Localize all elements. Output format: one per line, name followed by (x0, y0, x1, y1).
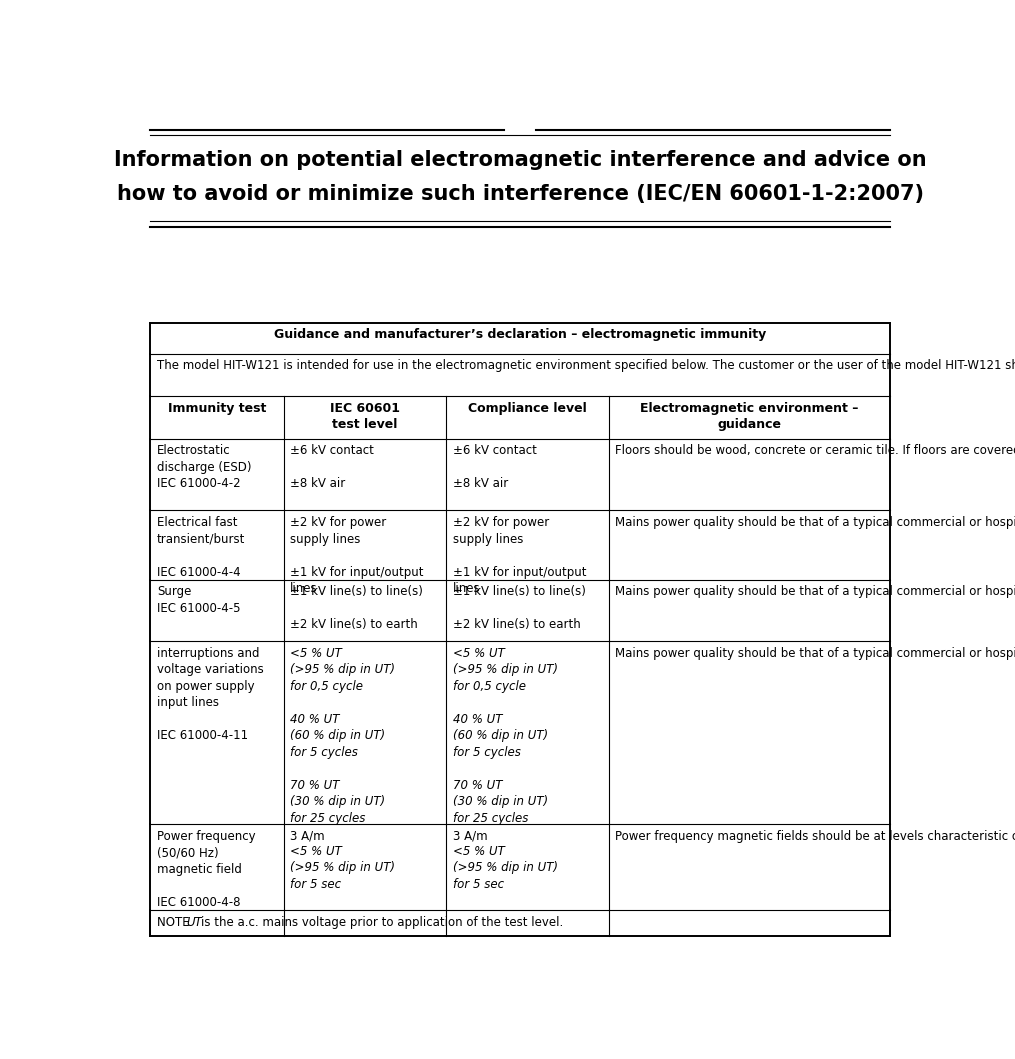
Text: Electromagnetic environment –
guidance: Electromagnetic environment – guidance (640, 401, 859, 431)
Text: <5 % UT
(>95 % dip in UT)
for 0,5 cycle

40 % UT
(60 % dip in UT)
for 5 cycles

: <5 % UT (>95 % dip in UT) for 0,5 cycle … (453, 646, 557, 891)
Text: UT: UT (187, 916, 202, 929)
Text: Power frequency
(50/60 Hz)
magnetic field

IEC 61000-4-8: Power frequency (50/60 Hz) magnetic fiel… (156, 830, 256, 909)
Text: 3 A/m: 3 A/m (290, 830, 325, 843)
Text: The model HIT-W121 is intended for use in the electromagnetic environment specif: The model HIT-W121 is intended for use i… (156, 359, 1015, 373)
Text: <5 % UT
(>95 % dip in UT)
for 0,5 cycle

40 % UT
(60 % dip in UT)
for 5 cycles

: <5 % UT (>95 % dip in UT) for 0,5 cycle … (290, 646, 395, 891)
Text: Compliance level: Compliance level (468, 401, 587, 415)
Text: Electrostatic
discharge (ESD)
IEC 61000-4-2: Electrostatic discharge (ESD) IEC 61000-… (156, 445, 252, 490)
Text: interruptions and
voltage variations
on power supply
input lines

IEC 61000-4-11: interruptions and voltage variations on … (156, 646, 264, 742)
Text: NOTE: NOTE (156, 916, 193, 929)
Text: Mains power quality should be that of a typical commercial or hospital environme: Mains power quality should be that of a … (615, 516, 1015, 530)
Text: Mains power quality should be that of a typical commercial or hospital environme: Mains power quality should be that of a … (615, 646, 1015, 660)
Text: Surge
IEC 61000-4-5: Surge IEC 61000-4-5 (156, 586, 241, 615)
Text: ±6 kV contact

±8 kV air: ±6 kV contact ±8 kV air (453, 445, 536, 490)
Text: Floors should be wood, concrete or ceramic tile. If floors are covered with synt: Floors should be wood, concrete or ceram… (615, 445, 1015, 457)
Text: Immunity test: Immunity test (167, 401, 266, 415)
Text: is the a.c. mains voltage prior to application of the test level.: is the a.c. mains voltage prior to appli… (201, 916, 563, 929)
Text: ±1 kV line(s) to line(s)

±2 kV line(s) to earth: ±1 kV line(s) to line(s) ±2 kV line(s) t… (290, 586, 422, 631)
Text: ±6 kV contact

±8 kV air: ±6 kV contact ±8 kV air (290, 445, 374, 490)
Text: Mains power quality should be that of a typical commercial or hospital environme: Mains power quality should be that of a … (615, 586, 1015, 598)
Text: how to avoid or minimize such interference (IEC/EN 60601-1-2:2007): how to avoid or minimize such interferen… (117, 184, 924, 204)
Text: Guidance and manufacturer’s declaration – electromagnetic immunity: Guidance and manufacturer’s declaration … (274, 328, 766, 341)
Text: Electrical fast
transient/burst

IEC 61000-4-4: Electrical fast transient/burst IEC 6100… (156, 516, 246, 578)
Text: Information on potential electromagnetic interference and advice on: Information on potential electromagnetic… (114, 150, 927, 170)
Text: IEC 60601
test level: IEC 60601 test level (330, 401, 400, 431)
Bar (150, 323, 890, 936)
Text: Power frequency magnetic fields should be at levels characteristic of a typical : Power frequency magnetic fields should b… (615, 830, 1015, 843)
Text: ±1 kV line(s) to line(s)

±2 kV line(s) to earth: ±1 kV line(s) to line(s) ±2 kV line(s) t… (453, 586, 586, 631)
Text: ±2 kV for power
supply lines

±1 kV for input/output
lines: ±2 kV for power supply lines ±1 kV for i… (290, 516, 423, 595)
Text: 3 A/m: 3 A/m (453, 830, 487, 843)
Text: ±2 kV for power
supply lines

±1 kV for input/output
lines: ±2 kV for power supply lines ±1 kV for i… (453, 516, 586, 595)
